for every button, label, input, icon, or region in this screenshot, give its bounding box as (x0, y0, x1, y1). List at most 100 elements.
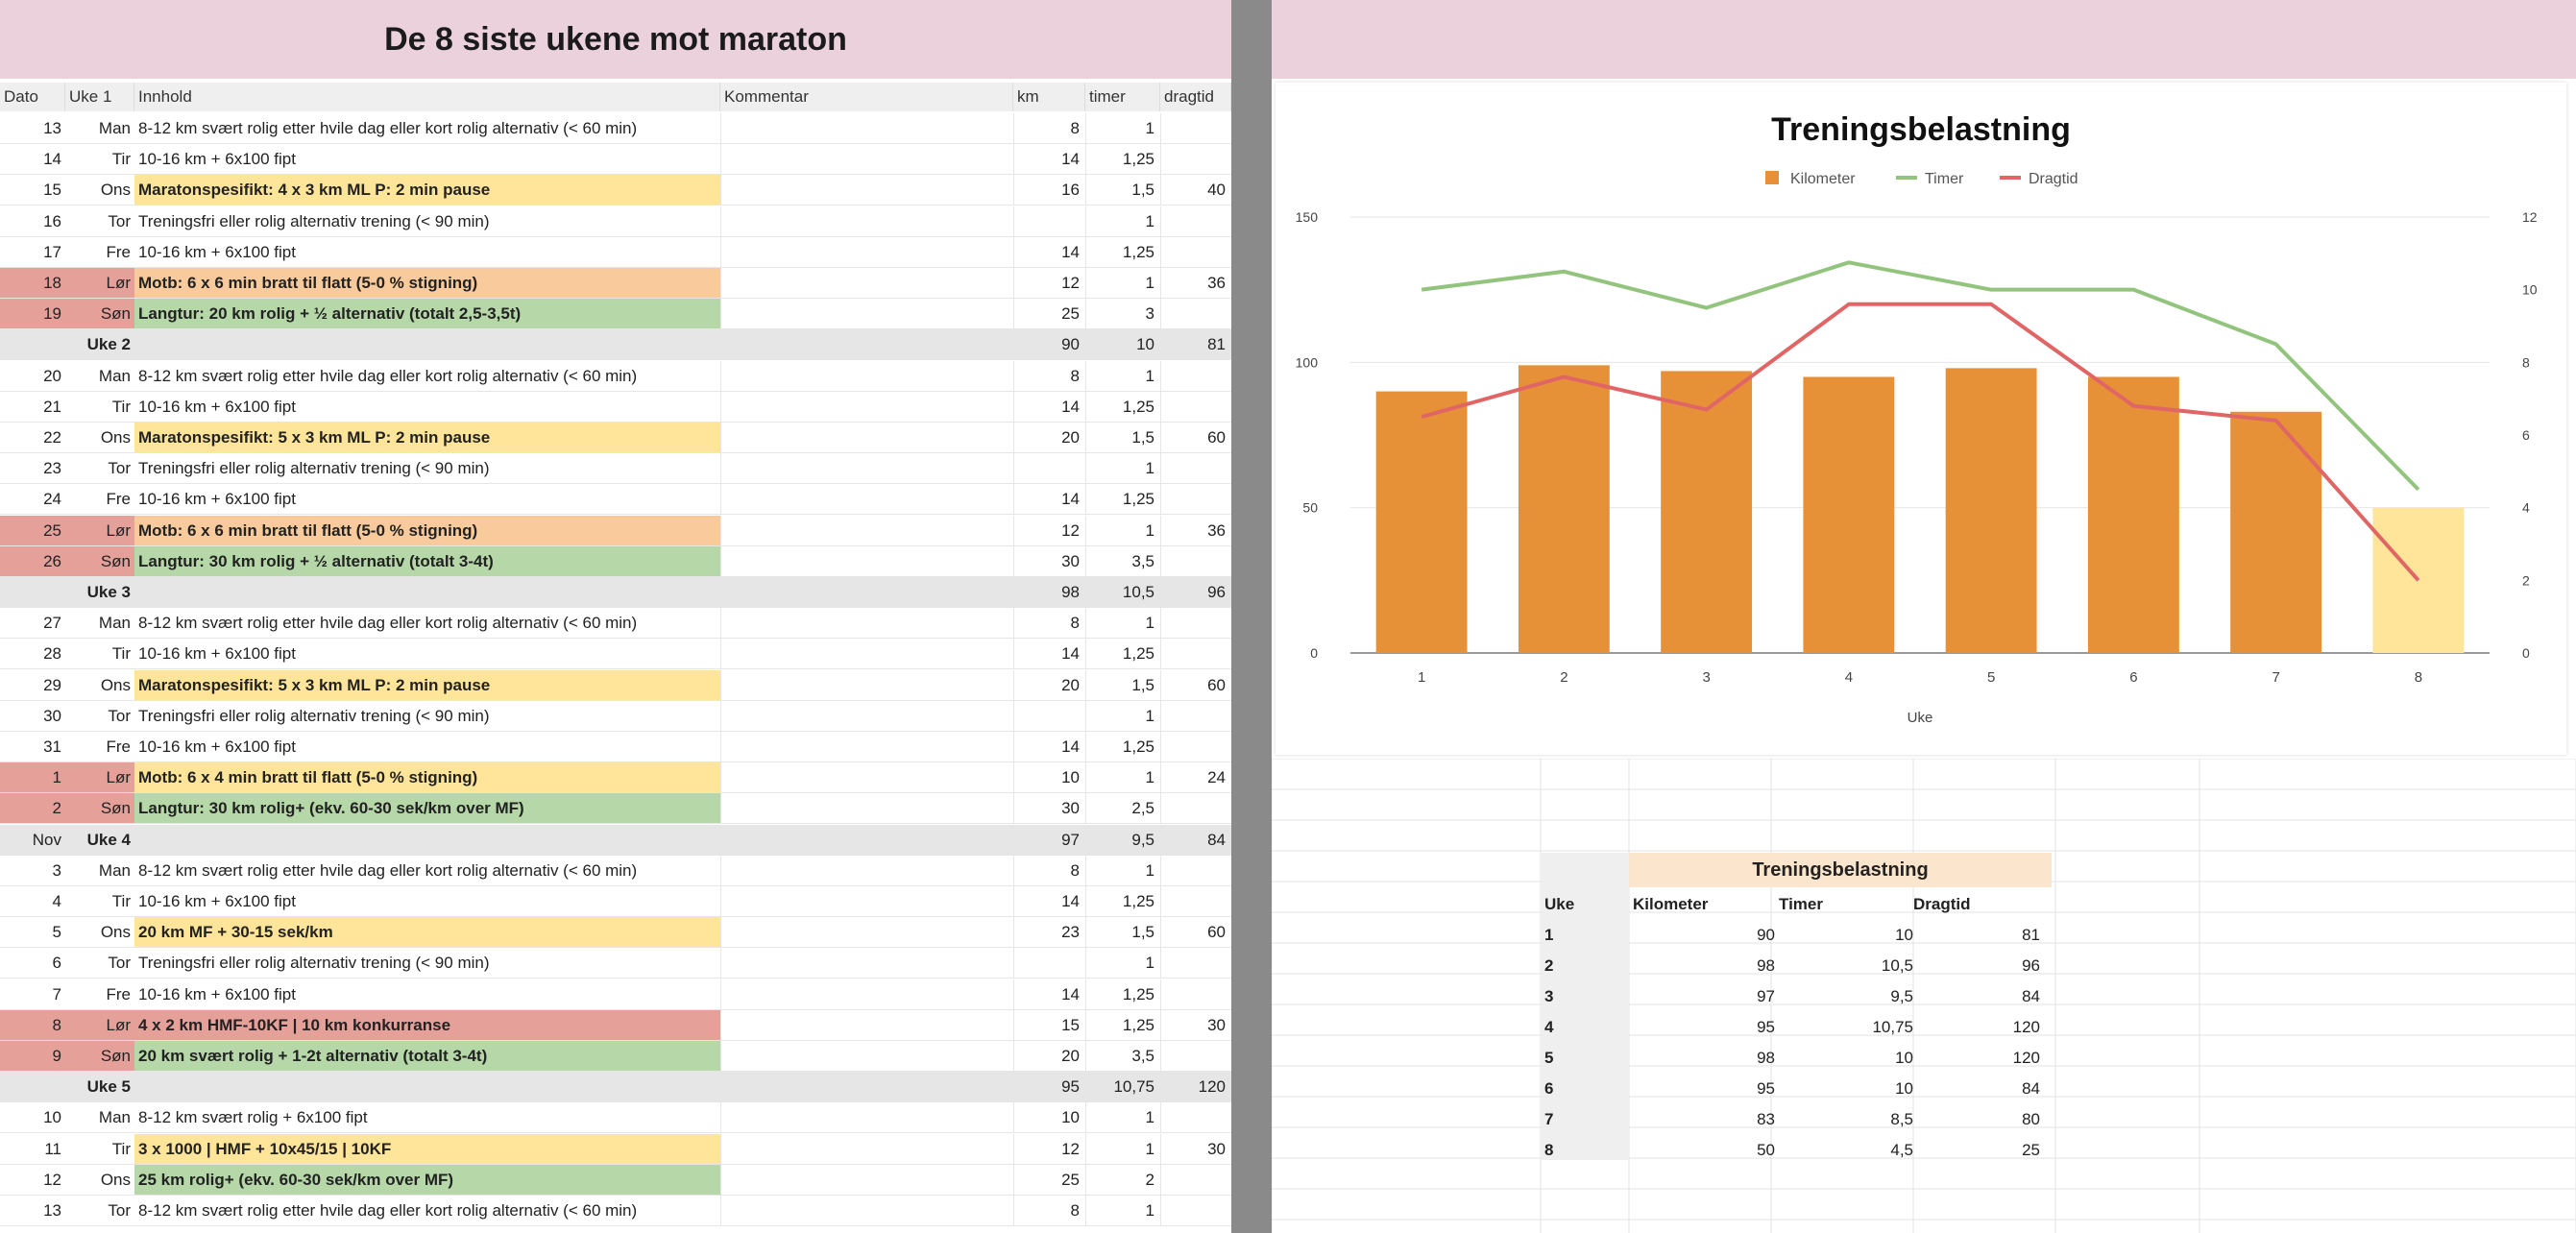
hours-cell[interactable]: 1,5 (1085, 917, 1160, 948)
content-cell[interactable]: Motb: 6 x 4 min bratt til flatt (5-0 % s… (134, 762, 720, 793)
summary-cell[interactable]: 80 (2022, 1110, 2040, 1128)
drag-cell[interactable]: 40 (1160, 175, 1231, 206)
summary-cell[interactable]: 97 (1757, 987, 1775, 1005)
week-summary-row[interactable]: Uke 2 90 10 81 (0, 329, 1231, 361)
date-cell[interactable]: 2 (0, 793, 65, 824)
table-row[interactable]: 25 Lør Motb: 6 x 6 min bratt til flatt (5-… (0, 515, 1231, 546)
summary-cell[interactable]: 90 (1757, 926, 1775, 944)
date-cell[interactable]: 9 (0, 1041, 65, 1071)
day-cell[interactable]: Tor (108, 1201, 131, 1220)
summary-cell[interactable]: 4,5 (1890, 1141, 1913, 1159)
date-cell[interactable]: 28 (43, 644, 61, 664)
day-cell[interactable]: Ons (100, 923, 131, 942)
hours-cell[interactable]: 1,25 (1085, 144, 1160, 175)
content-cell[interactable]: 4 x 2 km HMF-10KF | 10 km konkurranse (134, 1009, 720, 1040)
comment-cell[interactable] (720, 144, 1013, 175)
content-cell[interactable] (134, 577, 720, 607)
hours-cell[interactable]: 3 (1085, 299, 1160, 329)
day-cell[interactable]: Man (98, 1108, 131, 1127)
hours-cell[interactable]: 10,75 (1085, 1072, 1160, 1102)
table-row[interactable]: 17 Fre 10-16 km + 6x100 fipt 14 1,25 (0, 236, 1231, 268)
hours-cell[interactable]: 1,25 (1085, 391, 1160, 422)
day-cell[interactable]: Søn (65, 1041, 134, 1071)
table-row[interactable]: 3 Man 8-12 km svært rolig etter hvile dag … (0, 855, 1231, 886)
summary-cell[interactable]: 25 (2022, 1141, 2040, 1159)
table-row[interactable]: 12 Ons 25 km rolig+ (ekv. 60-30 sek/km ove… (0, 1164, 1231, 1196)
hours-cell[interactable]: 1 (1085, 1102, 1160, 1133)
table-row[interactable]: 6 Tor Treningsfri eller rolig alternativ t… (0, 948, 1231, 979)
comment-cell[interactable] (720, 608, 1013, 639)
drag-cell[interactable] (1160, 391, 1231, 422)
table-row[interactable]: 13 Man 8-12 km svært rolig etter hvile dag… (0, 113, 1231, 144)
summary-cell[interactable]: 9,5 (1890, 987, 1913, 1005)
hours-cell[interactable]: 1,25 (1085, 979, 1160, 1009)
km-cell[interactable]: 8 (1013, 1196, 1085, 1225)
km-cell[interactable] (1013, 206, 1085, 236)
day-cell[interactable]: Ons (100, 181, 131, 200)
content-cell[interactable]: 8-12 km svært rolig etter hvile dag elle… (138, 614, 638, 633)
day-cell[interactable]: Tir (111, 1139, 131, 1158)
hours-cell[interactable]: 1 (1085, 1133, 1160, 1164)
chart-container[interactable]: Treningsbelastning Kilometer Timer Dragtid 0… (1276, 83, 2566, 755)
table-row[interactable]: 29 Ons Maratonspesifikt: 5 x 3 km ML P: 2 … (0, 669, 1231, 701)
hours-cell[interactable]: 1,5 (1085, 175, 1160, 206)
summary-cell[interactable]: 98 (1757, 1049, 1775, 1067)
week-label-cell[interactable]: Uke 5 (86, 1077, 131, 1097)
hours-cell[interactable]: 1 (1085, 855, 1160, 885)
col-header-content[interactable]: Innhold (134, 83, 720, 111)
comment-cell[interactable] (720, 453, 1013, 484)
content-cell[interactable]: Maratonspesifikt: 5 x 3 km ML P: 2 min p… (134, 423, 720, 452)
table-row[interactable]: 13 Tor 8-12 km svært rolig etter hvile dag… (0, 1196, 1231, 1226)
drag-cell[interactable] (1160, 113, 1231, 143)
km-cell[interactable]: 14 (1013, 979, 1085, 1009)
km-cell[interactable]: 23 (1013, 917, 1085, 948)
summary-cell[interactable]: 83 (1757, 1110, 1775, 1128)
drag-cell[interactable] (1160, 545, 1231, 576)
day-cell[interactable]: Tir (111, 644, 131, 664)
summary-row[interactable]: 6 95 10 84 (1541, 1074, 2059, 1104)
content-cell[interactable] (134, 329, 720, 359)
km-cell[interactable]: 14 (1013, 144, 1085, 175)
table-row[interactable]: 15 Ons Maratonspesifikt: 4 x 3 km ML P: 2 … (0, 175, 1231, 206)
date-cell[interactable]: 31 (43, 737, 61, 756)
summary-header-kilometer[interactable]: Kilometer (1633, 895, 1709, 913)
hours-cell[interactable]: 9,5 (1085, 824, 1160, 855)
content-cell[interactable]: Treningsfri eller rolig alternativ treni… (138, 954, 490, 973)
km-cell[interactable]: 12 (1013, 268, 1085, 298)
col-header-comment[interactable]: Kommentar (720, 83, 1013, 111)
date-cell[interactable]: 13 (43, 1201, 61, 1220)
summary-cell[interactable]: 120 (2012, 1049, 2040, 1067)
drag-cell[interactable] (1160, 1102, 1231, 1133)
comment-cell[interactable] (720, 175, 1013, 206)
day-cell[interactable]: Man (98, 614, 131, 633)
col-header-km[interactable]: km (1013, 83, 1085, 111)
date-cell[interactable]: 20 (43, 366, 61, 385)
km-cell[interactable]: 97 (1013, 824, 1085, 855)
day-cell[interactable]: Tor (108, 459, 131, 478)
col-header-hours[interactable]: timer (1085, 83, 1160, 111)
table-row[interactable]: 10 Man 8-12 km svært rolig + 6x100 fipt 10 1 (0, 1102, 1231, 1134)
comment-cell[interactable] (720, 824, 1013, 855)
table-row[interactable]: 11 Tir 3 x 1000 | HMF + 10x45/15 | 10KF 12 1… (0, 1133, 1231, 1165)
drag-cell[interactable] (1160, 732, 1231, 762)
day-cell[interactable]: Lør (65, 268, 134, 298)
km-cell[interactable]: 95 (1013, 1072, 1085, 1102)
km-cell[interactable] (1013, 948, 1085, 979)
summary-cell[interactable]: 10 (1895, 1079, 1913, 1098)
table-row[interactable]: 22 Ons Maratonspesifikt: 5 x 3 km ML P: 2 … (0, 423, 1231, 453)
hours-cell[interactable]: 1 (1085, 360, 1160, 391)
km-cell[interactable]: 14 (1013, 484, 1085, 515)
day-cell[interactable]: Lør (65, 762, 134, 793)
drag-cell[interactable]: 81 (1160, 329, 1231, 360)
hours-cell[interactable]: 1,25 (1085, 639, 1160, 669)
table-row[interactable]: 14 Tir 10-16 km + 6x100 fipt 14 1,25 (0, 144, 1231, 176)
content-cell[interactable]: 8-12 km svært rolig etter hvile dag elle… (138, 1201, 638, 1220)
hours-cell[interactable]: 1,25 (1085, 484, 1160, 515)
comment-cell[interactable] (720, 886, 1013, 916)
day-cell[interactable]: Man (98, 860, 131, 880)
drag-cell[interactable] (1160, 206, 1231, 236)
km-cell[interactable]: 90 (1013, 329, 1085, 360)
drag-cell[interactable] (1160, 453, 1231, 484)
date-cell[interactable]: 7 (52, 984, 61, 1003)
summary-row[interactable]: 5 98 10 120 (1541, 1043, 2059, 1074)
